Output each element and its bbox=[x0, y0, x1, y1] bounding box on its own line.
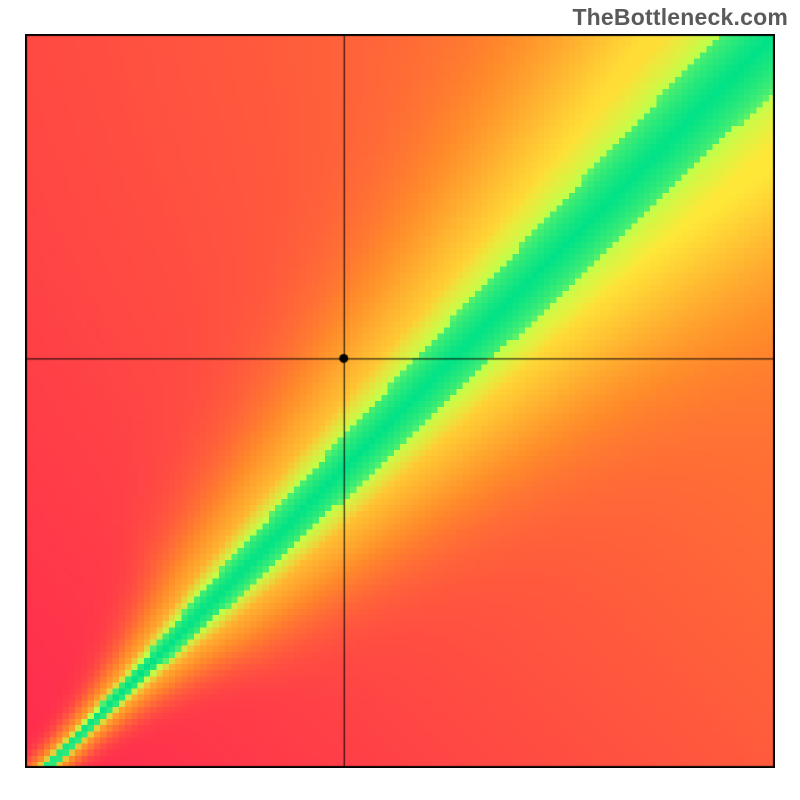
chart-container: TheBottleneck.com bbox=[0, 0, 800, 800]
crosshair-overlay bbox=[25, 34, 775, 768]
watermark-text: TheBottleneck.com bbox=[572, 4, 788, 31]
